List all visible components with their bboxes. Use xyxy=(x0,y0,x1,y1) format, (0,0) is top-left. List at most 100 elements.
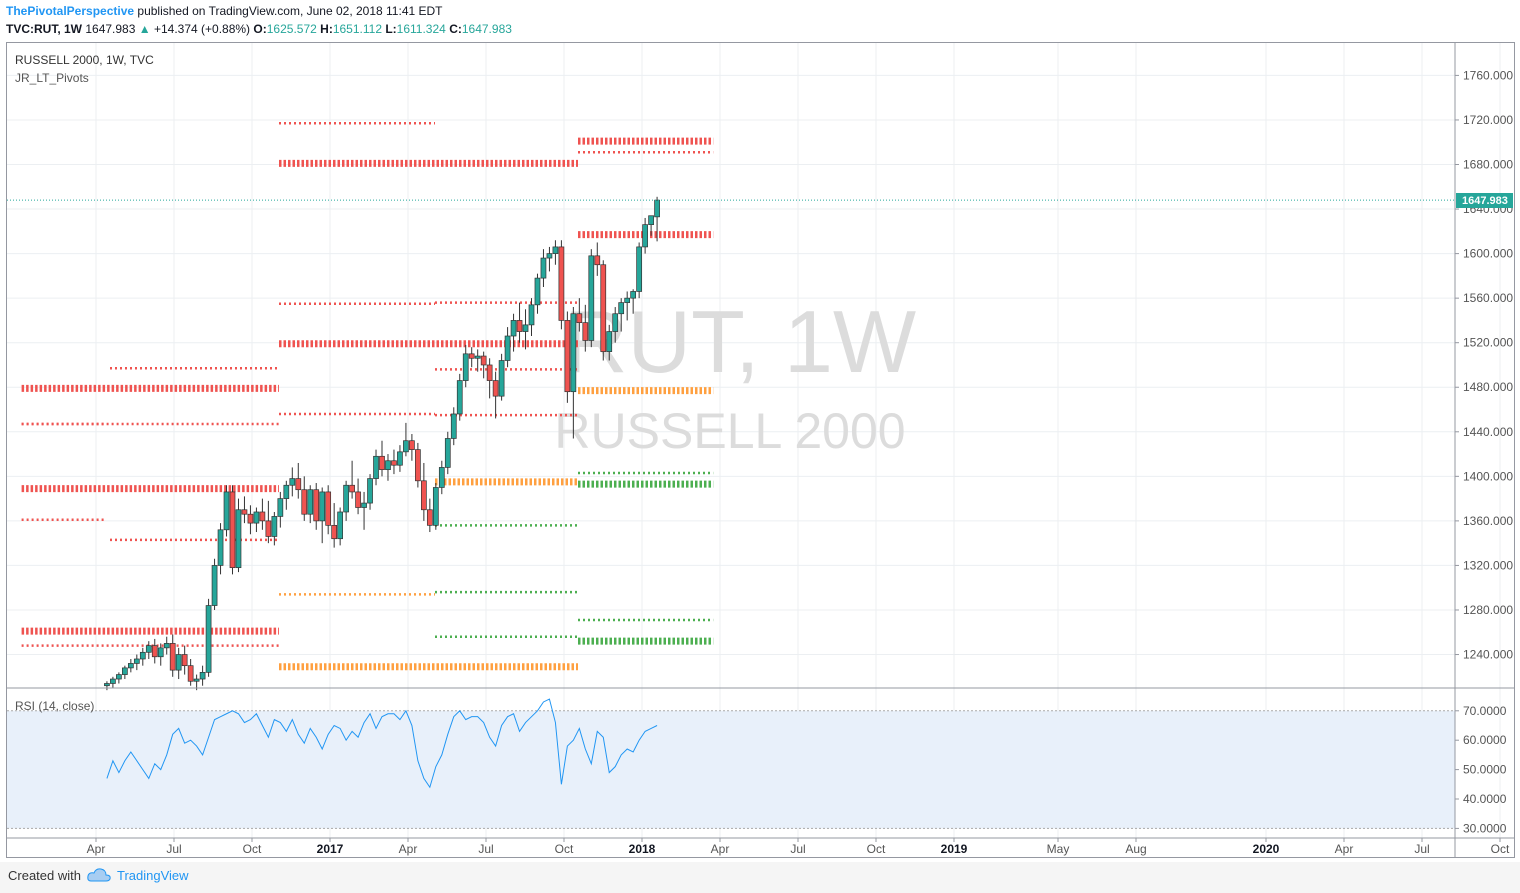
candle-body xyxy=(624,297,631,303)
candle-body xyxy=(289,478,296,486)
price-tick-label: 1440.000 xyxy=(1463,425,1513,439)
candle-body xyxy=(116,674,122,680)
price-tick-label: 1760.000 xyxy=(1463,68,1513,82)
price-tick-label: 1520.000 xyxy=(1463,336,1513,350)
candle-body xyxy=(367,478,373,504)
candle-body xyxy=(175,654,182,671)
time-tick-label: Apr xyxy=(1335,842,1354,856)
rsi-band xyxy=(7,710,1455,829)
rsi-tick-label: 60.0000 xyxy=(1463,733,1507,747)
candle-body xyxy=(223,491,230,531)
candle-body xyxy=(546,253,553,259)
candle-body xyxy=(181,654,188,667)
candle-body xyxy=(307,489,314,515)
time-tick-label: 2019 xyxy=(941,842,968,856)
candle-body xyxy=(247,513,254,524)
change-value: +14.374 (+0.88%) xyxy=(153,22,251,36)
time-tick-label: Jul xyxy=(790,842,805,856)
price-tick-label: 1360.000 xyxy=(1463,514,1513,528)
symbol-label: TVC:RUT, 1W xyxy=(6,22,82,36)
candle-body xyxy=(104,683,110,687)
candle-body xyxy=(133,658,140,664)
candle-body xyxy=(343,484,349,513)
low-value: 1611.324 xyxy=(396,22,446,36)
candle-body xyxy=(606,331,613,352)
candle-body xyxy=(253,511,260,524)
candle-body xyxy=(612,313,619,332)
candle-body xyxy=(373,455,379,479)
candle-body xyxy=(283,484,290,499)
time-tick-label: Jul xyxy=(1414,842,1429,856)
candle-body xyxy=(355,491,361,508)
pivot-levels xyxy=(21,122,714,671)
time-tick-label: Oct xyxy=(555,842,574,856)
candle-body xyxy=(205,605,212,673)
time-tick-label: Oct xyxy=(1491,842,1510,856)
price-tick-label: 1320.000 xyxy=(1463,558,1513,572)
candle-body xyxy=(325,491,332,526)
candle-body xyxy=(576,313,583,323)
candle-body xyxy=(193,678,200,682)
candle-body xyxy=(385,460,391,471)
candle-body xyxy=(319,491,326,522)
candle-body xyxy=(450,413,457,439)
candle-body xyxy=(217,529,224,566)
time-axis[interactable]: Apr Jul Oct 2017 Apr Jul Oct 2018 Apr Jul Oct 2019 M… xyxy=(87,838,1510,856)
last-price-badge xyxy=(1456,193,1513,208)
candle-body xyxy=(588,255,595,341)
time-tick-label: 2018 xyxy=(629,842,656,856)
candle-body xyxy=(456,380,463,415)
candle-body xyxy=(558,246,565,321)
tradingview-cloud-icon xyxy=(87,868,111,882)
last-price-badge-text: 1647.983 xyxy=(1462,195,1508,207)
candle-body xyxy=(504,335,511,361)
author-link[interactable]: ThePivotalPerspective xyxy=(6,4,135,18)
candle-body xyxy=(259,511,266,522)
created-with-text: Created with xyxy=(8,868,81,883)
candle-body xyxy=(654,199,660,218)
low-label: L: xyxy=(385,22,397,36)
candle-body xyxy=(480,355,487,366)
time-tick-label: Oct xyxy=(243,842,262,856)
rsi-pane[interactable]: 30.0000 40.0000 50.0000 60.0000 70.0000 xyxy=(7,698,1507,835)
candle-body xyxy=(498,360,505,397)
candle-body xyxy=(295,478,302,491)
candle-body xyxy=(211,565,218,606)
time-tick-label: Apr xyxy=(87,842,106,856)
tradingview-brand-link[interactable]: TradingView xyxy=(117,868,189,883)
candle-body xyxy=(235,509,242,569)
candle-body xyxy=(403,440,409,453)
candle-body xyxy=(540,257,547,279)
candle-body xyxy=(648,215,654,225)
candle-body xyxy=(122,667,128,675)
time-tick-label: Oct xyxy=(867,842,886,856)
high-value: 1651.112 xyxy=(332,22,382,36)
rsi-tick-label: 40.0000 xyxy=(1463,792,1507,806)
candle-body xyxy=(379,455,385,471)
candle-body xyxy=(187,665,194,682)
candle-body xyxy=(409,440,415,450)
price-axis[interactable]: 1240.000 1280.000 1320.000 1360.000 1400.000… xyxy=(7,43,1514,858)
open-label: O: xyxy=(253,22,267,36)
candle-body xyxy=(510,320,517,337)
candlestick-series[interactable] xyxy=(104,196,660,691)
candle-body xyxy=(432,487,439,526)
candle-body xyxy=(301,489,308,515)
watermark-name: RUSSELL 2000 xyxy=(554,403,905,459)
symbol-ohlc-line: TVC:RUT, 1W 1647.983 ▲ +14.374 (+0.88%) … xyxy=(6,22,512,36)
footer: Created with TradingView xyxy=(0,862,1520,893)
rsi-title: RSI (14, close) xyxy=(15,699,94,713)
close-label: C: xyxy=(449,22,462,36)
candle-body xyxy=(349,484,355,493)
candle-body xyxy=(618,302,625,315)
candle-body xyxy=(139,651,146,660)
price-tick-label: 1480.000 xyxy=(1463,380,1513,394)
candle-body xyxy=(361,502,367,508)
price-tick-label: 1240.000 xyxy=(1463,648,1513,662)
candle-body xyxy=(444,438,451,468)
price-tick-label: 1720.000 xyxy=(1463,113,1513,127)
candle-body xyxy=(127,663,134,669)
time-tick-label: Aug xyxy=(1125,842,1146,856)
candle-body xyxy=(468,353,475,359)
